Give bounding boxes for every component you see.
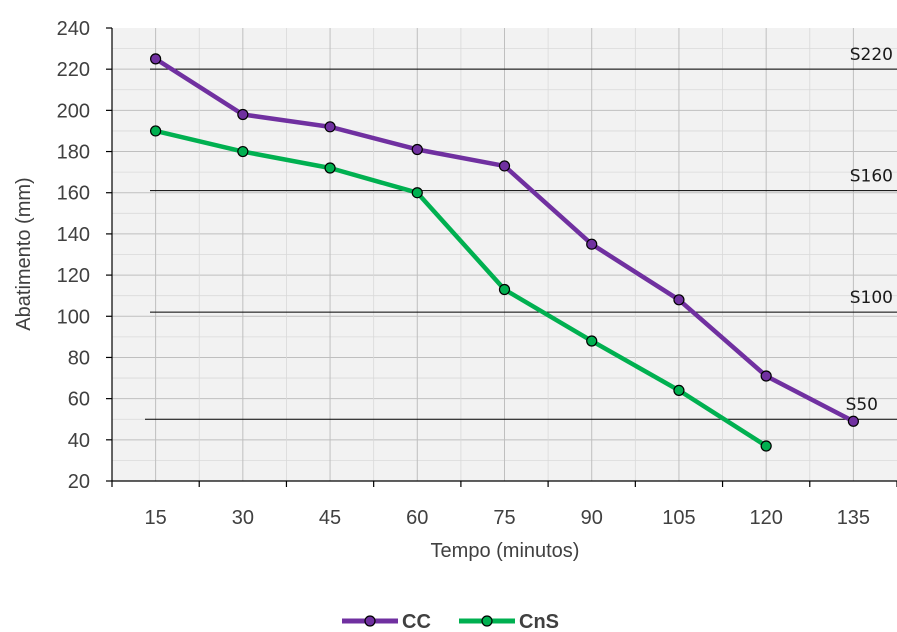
data-point-cc: [498, 160, 511, 172]
reference-label-s220: S220: [850, 45, 893, 65]
data-point-cc: [150, 53, 162, 65]
legend-marker-cns: [481, 615, 493, 627]
legend-label-cns: CnS: [519, 611, 559, 632]
data-point-cns: [237, 145, 249, 158]
x-tick-label: 90: [581, 507, 603, 529]
y-tick-label: 180: [57, 142, 90, 164]
y-tick-label: 80: [68, 347, 90, 369]
data-point-cc: [237, 108, 249, 121]
reference-label-s160: S160: [850, 167, 893, 187]
x-tick-label: 135: [837, 507, 870, 529]
reference-label-s50: S50: [846, 395, 878, 415]
data-point-cns: [498, 283, 511, 296]
legend: CC CnS: [342, 611, 559, 632]
x-tick-label: 105: [662, 507, 695, 529]
y-tick-label: 240: [57, 18, 90, 40]
x-tick-label: 45: [319, 507, 341, 529]
data-point-cns: [760, 440, 772, 452]
data-point-cc: [673, 294, 685, 306]
y-tick-label: 200: [57, 100, 90, 122]
data-point-cns: [673, 384, 685, 396]
y-tick-label: 20: [68, 471, 90, 493]
y-tick-label: 140: [57, 224, 90, 246]
reference-label-s100: S100: [850, 288, 893, 308]
y-axis-title: Abatimento (mm): [13, 177, 35, 330]
x-axis-title: Tempo (minutos): [431, 540, 580, 562]
data-point-cc: [411, 143, 423, 156]
series-line-cns: [155, 128, 768, 448]
x-tick-label: 15: [144, 507, 166, 529]
data-point-cns: [150, 125, 162, 137]
axes: [106, 27, 897, 487]
reference-lines: S220 S160 S100 S50: [145, 45, 897, 420]
y-tick-label: 60: [68, 389, 90, 411]
y-tick-label: 120: [57, 265, 90, 287]
data-point-cc: [324, 121, 336, 133]
data-point-cns: [411, 187, 423, 199]
x-tick-label: 30: [232, 507, 254, 529]
y-tick-label: 160: [57, 183, 90, 205]
x-tick-label: 75: [493, 507, 515, 529]
x-tick-label: 120: [749, 507, 782, 529]
series-layer: [150, 53, 859, 452]
tick-labels: 20 40 60 80 100 120 140 160 180 200 220 240 15 30 45 60…: [57, 18, 870, 529]
y-tick-label: 40: [68, 430, 90, 452]
legend-item-cns: CnS: [459, 611, 559, 632]
data-point-cns: [586, 335, 598, 347]
y-tick-label: 220: [57, 59, 90, 81]
data-point-cc: [760, 370, 772, 382]
data-point-cc: [847, 415, 859, 427]
y-tick-label: 100: [57, 306, 90, 328]
legend-item-cc: CC: [342, 611, 431, 632]
legend-label-cc: CC: [402, 611, 431, 632]
data-point-cns: [324, 162, 336, 174]
legend-marker-cc: [364, 615, 376, 627]
x-tick-label: 60: [406, 507, 428, 529]
data-point-cc: [586, 238, 598, 250]
